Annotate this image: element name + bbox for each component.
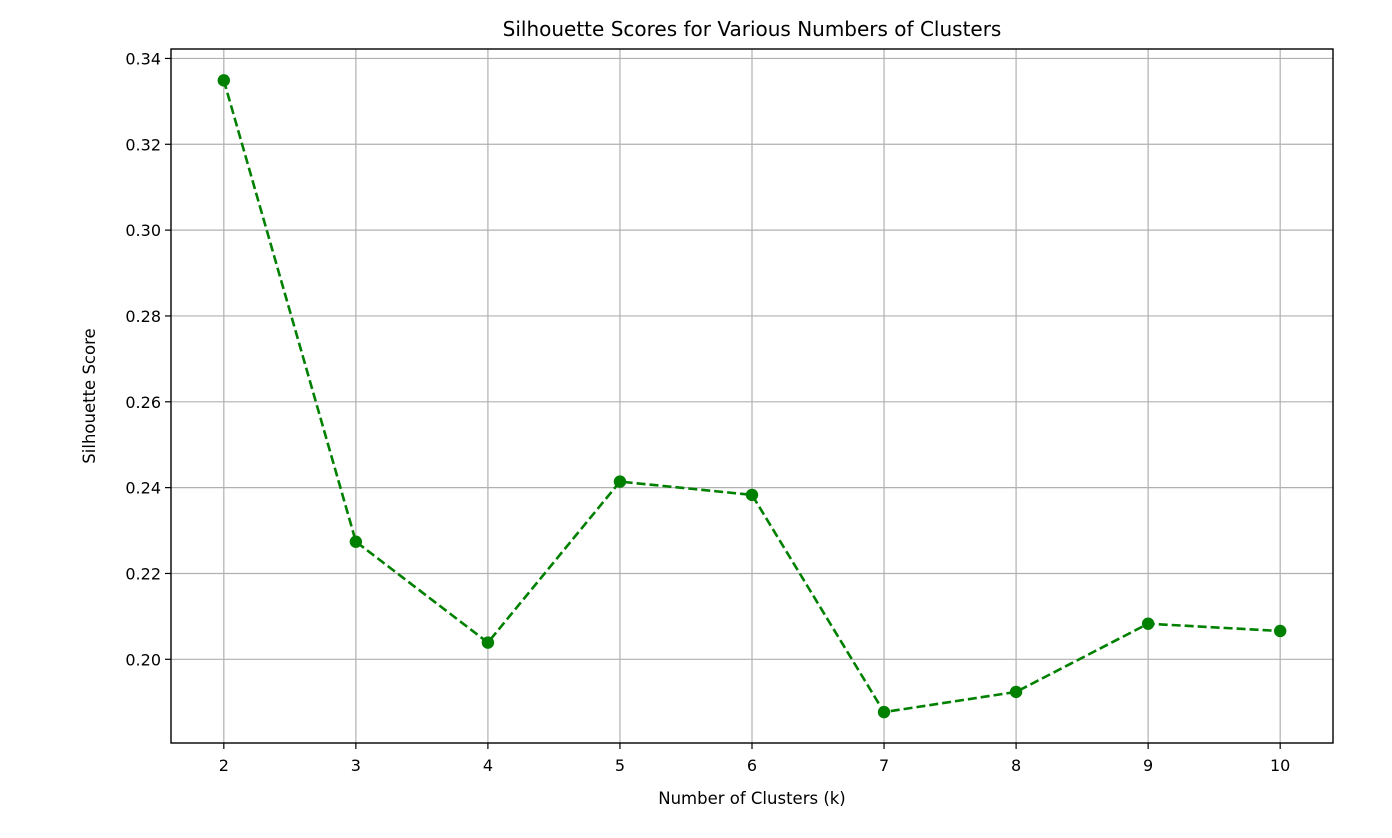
y-tick-label: 0.32	[125, 135, 161, 154]
data-point	[1009, 685, 1023, 699]
x-tick-label: 5	[615, 756, 625, 775]
data-point	[877, 705, 891, 719]
y-tick-label: 0.22	[125, 564, 161, 583]
data-point	[1141, 617, 1155, 630]
y-tick-label: 0.24	[125, 479, 161, 498]
data-point	[613, 475, 627, 488]
x-tick-label: 3	[351, 756, 361, 775]
y-axis-ticks: 0.20 0.22 0.24 0.26 0.28 0.30 0.32 0.34	[125, 49, 171, 669]
x-tick-label: 10	[1270, 756, 1290, 775]
y-tick-label: 0.26	[125, 393, 161, 412]
grid	[171, 49, 1333, 743]
data-point	[1273, 624, 1287, 638]
data-point	[349, 535, 363, 548]
series-line	[222, 79, 1281, 714]
series-layer	[217, 74, 1287, 719]
y-axis-title: Silhouette Score	[80, 328, 99, 463]
x-axis-ticks: 2 3 4 5 6 7 8 9 10	[219, 743, 1290, 775]
x-tick-label: 2	[219, 756, 229, 775]
x-tick-label: 6	[747, 756, 757, 775]
x-tick-label: 9	[1143, 756, 1153, 775]
data-point	[481, 636, 495, 649]
data-point	[745, 488, 759, 502]
x-tick-label: 8	[1011, 756, 1021, 775]
y-tick-label: 0.20	[125, 650, 161, 669]
x-tick-label: 7	[879, 756, 889, 775]
y-tick-label: 0.28	[125, 307, 161, 326]
y-tick-label: 0.34	[125, 49, 161, 68]
x-axis-title: Number of Clusters (k)	[658, 789, 846, 808]
y-tick-label: 0.30	[125, 221, 161, 240]
chart-title: Silhouette Scores for Various Numbers of…	[503, 17, 1002, 41]
x-tick-label: 4	[483, 756, 493, 775]
data-point	[217, 74, 231, 87]
